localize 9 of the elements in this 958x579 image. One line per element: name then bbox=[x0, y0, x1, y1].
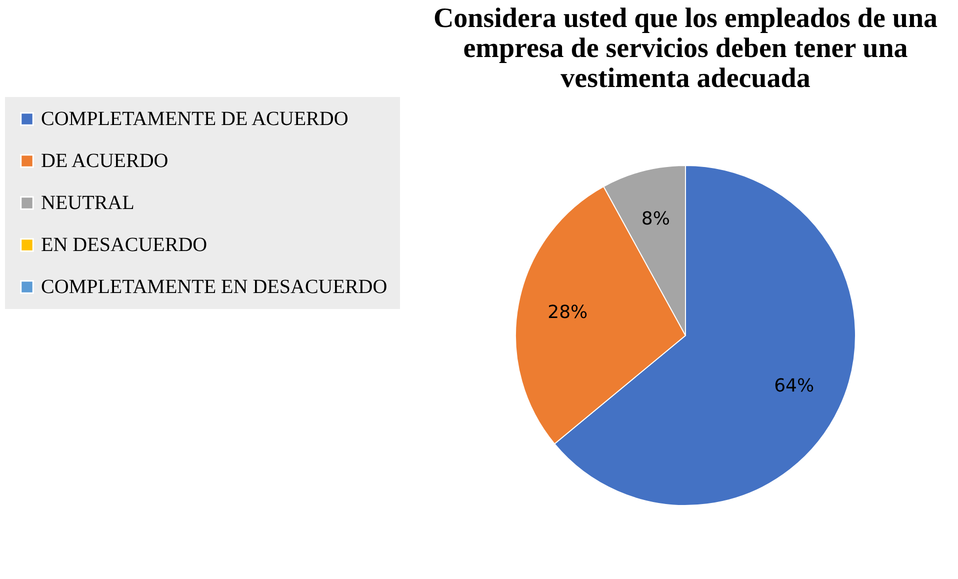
legend-label: COMPLETAMENTE EN DESACUERDO bbox=[41, 276, 388, 298]
legend-label: COMPLETAMENTE DE ACUERDO bbox=[41, 108, 348, 130]
chart-title: Considera usted que los empleados de una empresa de servicios deben tener una vestimenta adecuada bbox=[433, 3, 938, 94]
legend-label: EN DESACUERDO bbox=[41, 234, 208, 256]
data-label: 64% bbox=[774, 376, 814, 397]
legend-label: DE ACUERDO bbox=[41, 150, 168, 172]
data-label: 28% bbox=[548, 302, 588, 324]
data-label: 8% bbox=[641, 208, 670, 230]
legend-label: NEUTRAL bbox=[41, 192, 134, 214]
